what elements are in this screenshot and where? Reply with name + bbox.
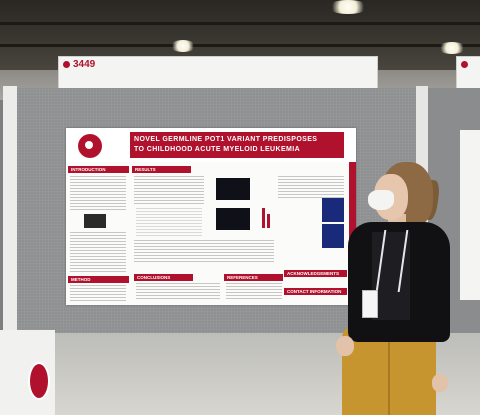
ceiling-light [170,40,196,52]
bar-chart-mark [262,208,265,228]
section-results: RESULTS [132,166,191,173]
introduction-text-2 [70,232,126,272]
fluorescence-image-1 [322,198,344,222]
bar-chart-mark [267,214,270,228]
section-introduction: INTRODUCTION [68,166,129,173]
poster-title-line-1: NOVEL GERMLINE POT1 VARIANT PREDISPOSES [134,136,318,143]
results-figure [136,208,202,238]
ceiling-light [438,42,466,54]
ceiling-beam [0,44,480,47]
diagram-figure [84,214,106,228]
poster-title-line-2: TO CHILDHOOD ACUTE MYELOID LEUKEMIA [134,146,301,153]
poster-title-band: NOVEL GERMLINE POT1 VARIANT PREDISPOSES … [130,132,344,158]
person-hand-left [336,336,354,356]
poster-logo-icon [78,134,102,158]
research-poster: NOVEL GERMLINE POT1 VARIANT PREDISPOSES … [66,128,356,305]
face-mask [368,190,394,210]
microscopy-image-2 [216,208,250,230]
section-contact: CONTACT INFORMATION [284,288,347,295]
results-text-3 [278,176,344,198]
section-references: REFERENCES [224,274,283,281]
poster-number: 3449 [73,59,96,70]
results-text-2 [134,240,274,262]
ceiling-beam [0,22,480,25]
adjacent-poster [460,130,480,300]
poster-number-sign-left: 3449 [58,56,378,90]
sign-logo-icon [461,61,468,68]
pillar-logo-icon [28,362,50,400]
person-top [372,232,410,320]
person-hand-right [432,374,448,392]
ceiling-light [328,0,368,14]
results-text [134,176,204,204]
sign-logo-icon [63,61,70,68]
method-text [70,285,126,303]
references-text [226,283,282,301]
introduction-text [70,176,126,210]
section-method: METHOD [68,276,129,283]
section-conclusions: CONCLUSIONS [134,274,193,281]
microscopy-image-1 [216,178,250,200]
poster-number-sign-right [456,56,480,90]
trouser-seam [388,340,390,415]
name-badge [362,290,378,318]
section-acknowledgements: ACKNOWLEDGEMENTS [284,270,347,277]
conclusions-text [136,283,220,301]
fluorescence-image-2 [322,224,344,248]
poster-header: NOVEL GERMLINE POT1 VARIANT PREDISPOSES … [66,128,356,162]
